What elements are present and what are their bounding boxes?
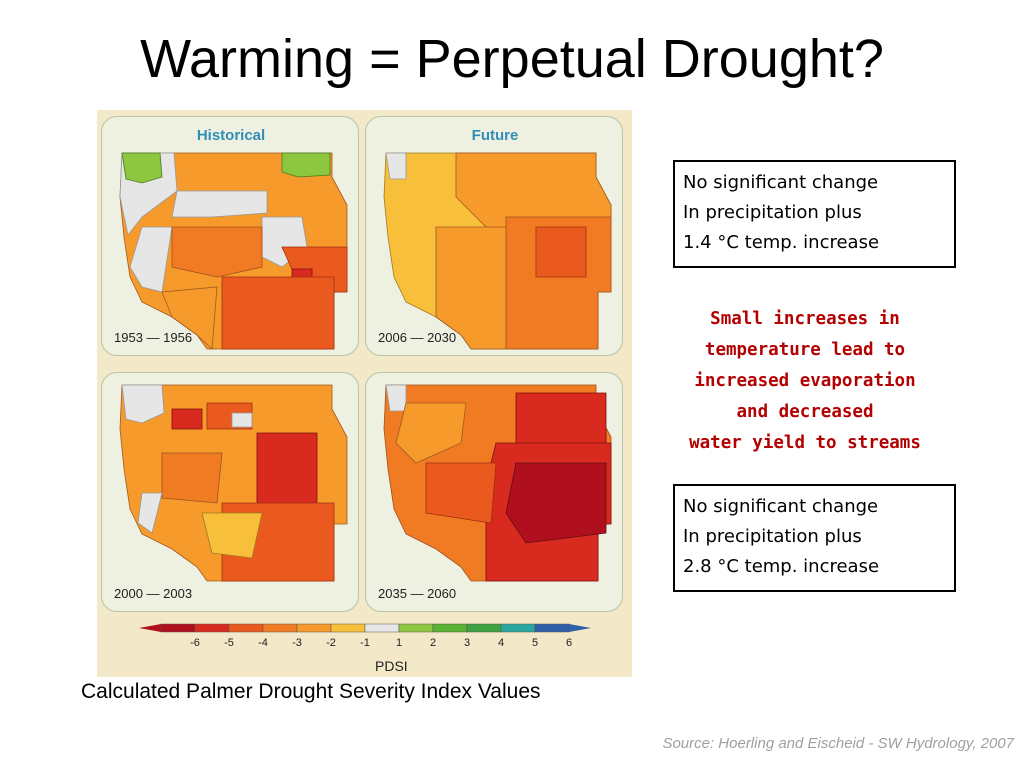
legend-tick-label: 5 xyxy=(532,637,538,649)
legend-tick-label: 3 xyxy=(464,637,470,649)
note-line: 1.4 °C temp. increase xyxy=(683,232,880,253)
map-2006-2030 xyxy=(383,152,612,350)
explanation-text: Small increases in temperature lead to i… xyxy=(655,304,955,459)
explanation-line: water yield to streams xyxy=(689,433,921,453)
legend-tick-label: -6 xyxy=(190,637,200,649)
legend-swatch xyxy=(534,623,570,633)
explanation-line: increased evaporation xyxy=(694,371,916,391)
legend-swatch xyxy=(398,623,434,633)
period-label: 2000 — 2003 xyxy=(114,586,193,601)
map-2000-2003 xyxy=(119,384,348,582)
legend-tick-label: 6 xyxy=(566,637,572,649)
future-header: Future xyxy=(471,127,519,144)
legend-tick-label: -4 xyxy=(258,637,268,649)
explanation-line: temperature lead to xyxy=(704,340,906,360)
legend-swatch xyxy=(262,623,298,633)
legend-swatch xyxy=(432,623,468,633)
panel-future-2035: 2035 — 2060 xyxy=(365,372,623,612)
period-label: 1953 — 1956 xyxy=(114,330,193,345)
period-label: 2035 — 2060 xyxy=(378,586,457,601)
legend-tick-label: 4 xyxy=(498,637,504,649)
panel-future-2006: Future 2006 — 2030 xyxy=(365,116,623,356)
legend-swatch xyxy=(160,623,196,633)
legend-tick-label: 1 xyxy=(396,637,402,649)
note-box-1: No significant change In precipitation p… xyxy=(673,160,956,268)
legend-swatch xyxy=(364,623,400,633)
legend-swatch xyxy=(500,623,536,633)
explanation-line: Small increases in xyxy=(710,309,900,329)
legend-arrow-right xyxy=(569,624,591,632)
legend-tick-label: -1 xyxy=(360,637,370,649)
slide-title: Warming = Perpetual Drought? xyxy=(140,29,884,89)
pdsi-figure: Historical 1953 — 1956 Future 2 xyxy=(97,110,632,677)
explanation-line: and decreased xyxy=(736,402,874,422)
note-line: In precipitation plus xyxy=(683,526,862,547)
note-line: No significant change xyxy=(683,496,879,517)
period-label: 2006 — 2030 xyxy=(378,330,457,345)
source-citation: Source: Hoerling and Eischeid - SW Hydro… xyxy=(662,735,1014,752)
legend-tick-label: -5 xyxy=(224,637,234,649)
legend-colorbar: -6 -5 -4 -3 -2 -1 1 2 3 4 5 6 xyxy=(139,623,591,649)
pdsi-legend: -6 -5 -4 -3 -2 -1 1 2 3 4 5 6 PDSI xyxy=(135,618,595,678)
note-box-2: No significant change In precipitation p… xyxy=(673,484,956,592)
note-line: 2.8 °C temp. increase xyxy=(683,556,880,577)
legend-arrow-left xyxy=(139,624,161,632)
note-line: No significant change xyxy=(683,172,879,193)
legend-swatch xyxy=(330,623,366,633)
legend-swatch xyxy=(296,623,332,633)
legend-swatch xyxy=(228,623,264,633)
map-1953-1956 xyxy=(119,152,348,350)
legend-title: PDSI xyxy=(375,658,408,674)
figure-caption: Calculated Palmer Drought Severity Index… xyxy=(81,680,541,703)
legend-tick-label: 2 xyxy=(430,637,436,649)
legend-tick-label: -3 xyxy=(292,637,302,649)
historical-header: Historical xyxy=(196,127,266,144)
legend-tick-label: -2 xyxy=(326,637,336,649)
panel-historical-2000: 2000 — 2003 xyxy=(101,372,359,612)
map-2035-2060 xyxy=(383,384,612,582)
legend-swatch xyxy=(194,623,230,633)
panel-historical-1953: Historical 1953 — 1956 xyxy=(101,116,359,356)
note-line: In precipitation plus xyxy=(683,202,862,223)
legend-swatch xyxy=(466,623,502,633)
